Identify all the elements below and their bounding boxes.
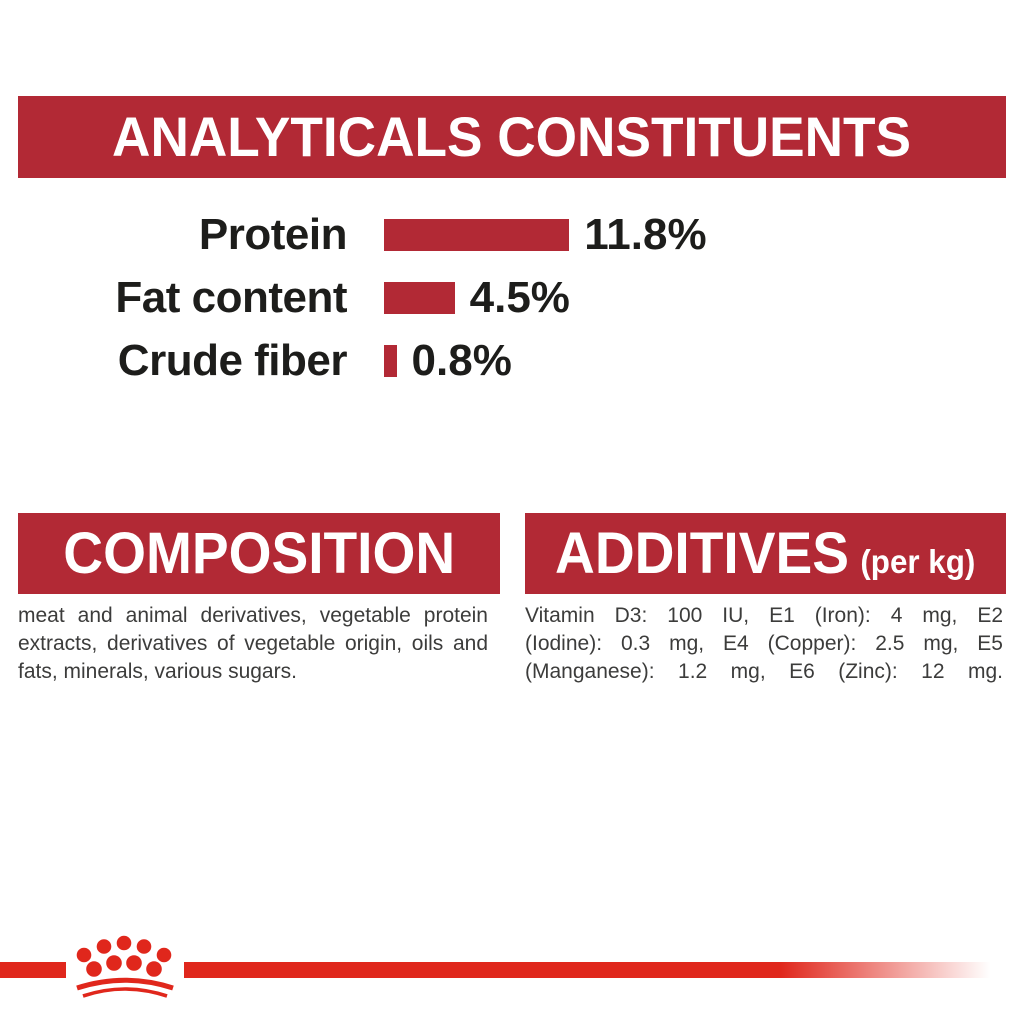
additives-line: (Manganese): 1.2 mg, E6 (Zinc): 12 mg. xyxy=(525,660,1003,683)
composition-line: fats, minerals, various sugars. xyxy=(18,660,297,683)
analyticals-title: ANALYTICALS CONSTITUENTS xyxy=(112,105,912,168)
chart-row-protein: Protein 11.8% xyxy=(0,203,1024,266)
chart-row-fat: Fat content 4.5% xyxy=(0,266,1024,329)
chart-value: 0.8% xyxy=(411,335,512,385)
chart-row-fiber: Crude fiber 0.8% xyxy=(0,329,1024,392)
chart-value: 11.8% xyxy=(584,209,707,259)
composition-line: meat and animal derivatives, vegetable p… xyxy=(18,604,488,627)
brand-rule-right xyxy=(184,962,1024,978)
chart-bar xyxy=(384,218,570,251)
composition-line: extracts, derivatives of vegetable origi… xyxy=(18,632,488,655)
additives-title-main: ADDITIVES xyxy=(555,520,850,586)
analyticals-banner: ANALYTICALS CONSTITUENTS xyxy=(18,96,1006,178)
chart-bar xyxy=(384,344,397,377)
additives-per-kg-note: (per kg) xyxy=(860,542,976,580)
chart-label: Protein xyxy=(198,209,348,259)
additives-title: ADDITIVES (per kg) xyxy=(555,524,976,583)
additives-line: Vitamin D3: 100 IU, E1 (Iron): 4 mg, E2 xyxy=(525,604,1003,627)
composition-text: meat and animal derivatives, vegetable p… xyxy=(18,602,488,686)
additives-banner: ADDITIVES (per kg) xyxy=(525,513,1006,594)
additives-text: Vitamin D3: 100 IU, E1 (Iron): 4 mg, E2 … xyxy=(525,602,1003,686)
constituents-chart: Protein 11.8% Fat content 4.5% Crude fib… xyxy=(0,203,1024,392)
additives-line: (Iodine): 0.3 mg, E4 (Copper): 2.5 mg, E… xyxy=(525,632,1003,655)
chart-label: Fat content xyxy=(115,272,347,322)
chart-label: Crude fiber xyxy=(117,335,348,385)
chart-bar xyxy=(384,281,455,314)
composition-banner: COMPOSITION xyxy=(18,513,500,594)
royal-canin-crown-logo xyxy=(70,930,180,1000)
brand-rule-left xyxy=(0,962,66,978)
chart-value: 4.5% xyxy=(469,272,570,322)
composition-title: COMPOSITION xyxy=(63,520,455,586)
